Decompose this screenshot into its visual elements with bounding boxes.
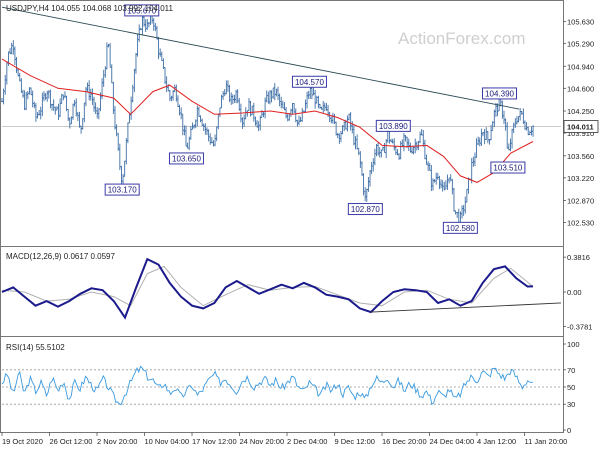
price-level-label: 103.170 bbox=[104, 183, 140, 196]
label-box bbox=[124, 4, 160, 17]
label-box bbox=[375, 119, 411, 132]
current-price-box bbox=[563, 120, 599, 133]
price-axis-label: 102.530 bbox=[567, 219, 594, 228]
macd-series bbox=[1, 257, 562, 320]
price-axis-label: 104.250 bbox=[567, 107, 594, 116]
x-axis-label: 16 Dec 20:00 bbox=[382, 437, 427, 446]
label-text: 104.390 bbox=[485, 89, 514, 98]
price-level-label: 104.570 bbox=[291, 75, 327, 88]
price-axis-label: 104.600 bbox=[567, 84, 594, 93]
price-level-label: 102.580 bbox=[442, 221, 478, 234]
macd-signal-line bbox=[1, 265, 534, 307]
x-axis-label: 2 Dec 04:00 bbox=[287, 437, 327, 446]
x-axis-label: 19 Oct 2020 bbox=[2, 437, 43, 446]
label-box bbox=[490, 161, 526, 174]
rsi-header: RSI(14) 55.5102 bbox=[6, 343, 65, 352]
x-axis-label: 26 Oct 12:00 bbox=[50, 437, 93, 446]
rsi-axis-label: 30 bbox=[567, 400, 575, 409]
macd-header: MACD(12,26,9) 0.0617 0.0597 bbox=[6, 252, 116, 261]
axes: 105.630 105.290 104.940 104.600 104.250 103.9… bbox=[1, 18, 599, 446]
label-text: 103.650 bbox=[172, 154, 201, 163]
x-axis-label: 24 Dec 04:00 bbox=[430, 437, 475, 446]
price-trendline bbox=[1, 6, 520, 110]
x-axis-label: 24 Nov 20:00 bbox=[240, 437, 285, 446]
label-text: 104.570 bbox=[295, 78, 324, 87]
rsi-axis-label: 100 bbox=[567, 340, 580, 349]
current-price-label: 104.011 bbox=[567, 123, 594, 132]
price-level-label: 103.890 bbox=[375, 119, 411, 132]
rsi-line bbox=[1, 365, 533, 406]
label-text: 103.510 bbox=[493, 164, 522, 173]
rsi-axis-label: 50 bbox=[567, 383, 575, 392]
watermark: ActionForex.com bbox=[398, 29, 526, 48]
rsi-axis-label: 0 bbox=[567, 426, 571, 435]
x-axis-label: 17 Nov 12:00 bbox=[192, 437, 237, 446]
price-series: 105.670 104.570 104.390 103.890 103.650 103.1… bbox=[1, 4, 561, 234]
price-axis-label: 102.870 bbox=[567, 197, 594, 206]
macd-axis-label: -0.3781 bbox=[567, 323, 592, 332]
price-axis-label: 103.220 bbox=[567, 174, 594, 183]
x-axis-label: 10 Nov 04:00 bbox=[145, 437, 190, 446]
label-box bbox=[104, 183, 140, 196]
label-box bbox=[347, 203, 383, 216]
price-panel bbox=[0, 0, 564, 247]
macd-trendline bbox=[370, 302, 562, 313]
price-axis-label: 105.290 bbox=[567, 40, 594, 49]
label-text: 103.170 bbox=[108, 186, 137, 195]
price-level-label: 103.510 bbox=[490, 161, 526, 174]
label-box bbox=[442, 221, 478, 234]
macd-axis-label: 0.00 bbox=[567, 288, 582, 297]
price-level-label: 104.390 bbox=[482, 87, 518, 100]
label-text: 102.870 bbox=[351, 205, 380, 214]
label-text: 102.580 bbox=[446, 224, 475, 233]
rsi-axis-label: 70 bbox=[567, 366, 575, 375]
price-level-label: 102.870 bbox=[347, 203, 383, 216]
x-axis-label: 9 Dec 12:00 bbox=[335, 437, 375, 446]
price-header: USDJPY,H4 104.055 104.068 103.992 104.01… bbox=[6, 4, 174, 13]
price-axis-label: 105.630 bbox=[567, 18, 594, 27]
label-box bbox=[168, 152, 204, 165]
label-box bbox=[482, 87, 518, 100]
label-box bbox=[291, 75, 327, 88]
moving-average-line bbox=[1, 58, 534, 183]
price-axis-label: 103.560 bbox=[567, 152, 594, 161]
macd-line bbox=[1, 257, 534, 320]
price-axis-label: 104.940 bbox=[567, 62, 594, 71]
price-axis-label: 103.910 bbox=[567, 129, 594, 138]
x-axis-label: 4 Jan 12:00 bbox=[477, 437, 516, 446]
macd-panel bbox=[0, 246, 564, 337]
label-text: 105.670 bbox=[127, 6, 156, 15]
x-axis-label: 11 Jan 20:00 bbox=[525, 437, 568, 446]
x-axis-label: 2 Nov 20:00 bbox=[97, 437, 137, 446]
price-level-label: 103.650 bbox=[168, 152, 204, 165]
price-level-label: 105.670 bbox=[124, 4, 160, 17]
rsi-series bbox=[1, 365, 561, 406]
label-text: 103.890 bbox=[379, 122, 408, 131]
macd-axis-label: 0.3816 bbox=[567, 253, 590, 262]
